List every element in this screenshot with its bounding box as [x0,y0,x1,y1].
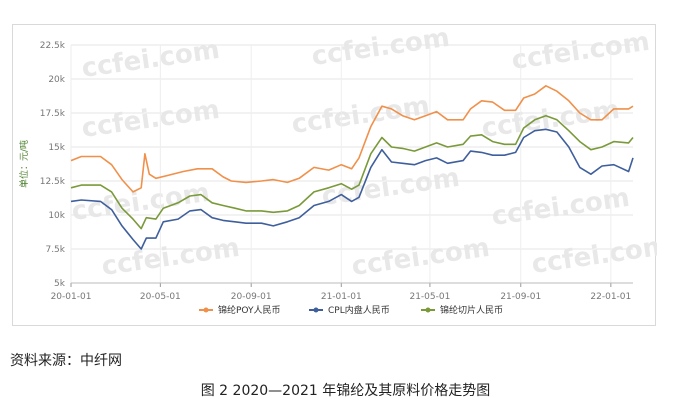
watermark-text: ccfei.com [490,183,632,232]
legend-label: CPL内盘人民币 [328,304,390,316]
x-tick-label: 22-01-01 [590,292,631,302]
watermark-text: ccfei.com [350,233,492,282]
y-tick-label: 20k [48,75,65,85]
y-axis-title: 单位：元/吨 [18,140,30,188]
legend-marker [425,307,431,313]
x-tick-label: 21-05-01 [409,292,450,302]
legend-marker [203,307,209,313]
watermark-text: ccfei.com [510,27,652,76]
watermark-text: ccfei.com [290,91,432,140]
y-tick-label: 7.5k [45,245,65,255]
x-tick-label: 20-05-01 [140,292,181,302]
y-tick-label: 17.5k [40,109,66,119]
y-tick-label: 10k [48,211,65,221]
x-tick-label: 21-09-01 [500,292,541,302]
x-tick-label: 20-01-01 [51,292,92,302]
y-tick-label: 12.5k [40,177,66,187]
x-tick-label: 21-01-01 [321,292,362,302]
series-line-2 [70,128,634,250]
figure-caption: 图 2 2020—2021 年锦纶及其原料价格走势图 [200,383,491,399]
y-tick-label: 15k [48,143,65,153]
legend-label: 锦纶POY人民币 [218,304,281,316]
series-line-1 [70,85,634,193]
series-line-3 [70,114,634,230]
legend-marker [313,307,319,313]
watermark-text: ccfei.com [100,233,242,282]
x-tick-label: 20-09-01 [231,292,272,302]
watermark-text: ccfei.com [80,95,222,144]
chart-frame: ccfei.com ccfei.com ccfei.com ccfei.com ccfe… [12,24,657,326]
y-tick-label: 22.5k [40,41,66,51]
legend: 锦纶POY人民币 CPL内盘人民币 锦纶切片人民币 [199,304,503,316]
source-note: 资料来源：中纤网 [10,353,122,369]
watermark-text: ccfei.com [80,35,222,84]
legend-label: 锦纶切片人民币 [440,304,503,316]
y-tick-label: 5k [54,279,66,289]
axes: 5k 7.5k 10k 12.5k 15k 17.5k 20k 22.5k 20-01-01 20… [18,41,633,302]
series-lines [70,85,634,250]
watermark-text: ccfei.com [530,231,657,280]
